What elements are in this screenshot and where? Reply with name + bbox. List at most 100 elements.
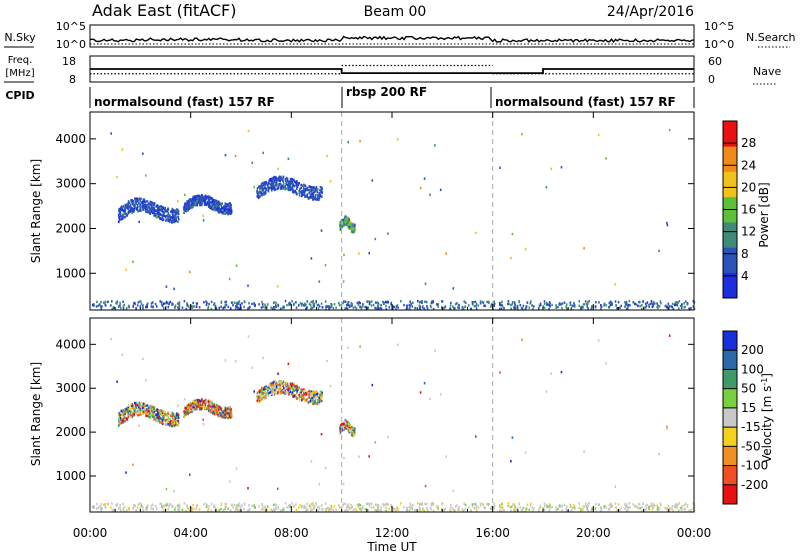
velocity-echo (160, 503, 163, 506)
power-echo (279, 176, 282, 179)
power-echo (187, 208, 189, 211)
velocity-echo (346, 509, 349, 513)
power-echo (430, 301, 433, 305)
power-echo (124, 207, 126, 210)
power-echo (277, 177, 279, 180)
velocity-echo (186, 410, 189, 413)
power-echo (343, 222, 345, 225)
velocity-echo (225, 410, 228, 413)
power-echo (571, 304, 574, 307)
velocity-echo (151, 411, 154, 415)
velocity-echo (119, 417, 122, 420)
power-echo (238, 300, 241, 303)
velocity-echo (160, 412, 162, 415)
velocity-echo (624, 503, 626, 506)
power-echo (260, 306, 263, 309)
power-echo (473, 305, 476, 308)
velocity-echo (211, 403, 214, 406)
power-echo (423, 177, 426, 180)
power-echo (266, 303, 269, 306)
power-echo (127, 200, 130, 203)
velocity-echo (300, 506, 303, 509)
velocity-echo (197, 403, 200, 406)
power-echo (138, 202, 140, 205)
power-echo (434, 144, 436, 147)
velocity-echo (419, 391, 422, 394)
velocity-echo (104, 505, 106, 508)
power-echo (561, 302, 564, 305)
velocity-echo (168, 418, 171, 422)
velocity-echo (165, 413, 168, 416)
velocity-echo (220, 507, 222, 511)
power-echo (177, 306, 179, 309)
nave-tick-top: 60 (708, 55, 722, 68)
power-echo (377, 307, 380, 310)
velocity-echo (650, 502, 653, 505)
power-echo (138, 220, 140, 224)
power-echo (211, 205, 213, 209)
velocity-echo (157, 412, 160, 416)
velocity-echo (268, 391, 271, 394)
power-echo (548, 307, 550, 311)
velocity-echo (666, 507, 668, 511)
power-echo (260, 191, 262, 194)
power-echo (208, 203, 211, 206)
power-echo (221, 202, 223, 205)
power-echo (320, 229, 323, 232)
power-echo (406, 304, 408, 307)
velocity-echo (234, 360, 237, 363)
velocity-echo (539, 504, 542, 508)
velocity-echo (257, 401, 260, 404)
power-echo (151, 211, 154, 215)
power-cbar-swatch (723, 272, 737, 299)
velocity-echo (277, 382, 279, 385)
power-echo (243, 300, 246, 303)
velocity-echo (481, 502, 484, 506)
velocity-echo (344, 509, 346, 512)
power-echo (234, 307, 237, 311)
velocity-echo (315, 503, 317, 506)
power-echo (280, 184, 283, 188)
velocity-echo (449, 509, 451, 512)
velocity-echo (582, 505, 585, 508)
velocity-echo (268, 384, 270, 387)
velocity-echo (444, 507, 447, 510)
velocity-echo (156, 419, 158, 423)
velocity-cbar-swatch (723, 350, 737, 370)
velocity-cbar-swatch (723, 407, 737, 428)
power-echo (127, 305, 130, 308)
velocity-echo (345, 424, 347, 428)
velocity-echo (306, 391, 308, 394)
velocity-echo (146, 407, 149, 411)
velocity-echo (149, 414, 151, 417)
velocity-echo (303, 388, 305, 391)
power-echo (309, 195, 312, 199)
power-echo (597, 133, 600, 137)
velocity-echo (253, 504, 255, 507)
power-echo (152, 305, 154, 309)
power-echo (543, 306, 546, 309)
power-echo (555, 304, 557, 307)
velocity-echo (265, 385, 268, 388)
velocity-echo (131, 411, 133, 414)
velocity-echo (277, 381, 280, 384)
power-echo (627, 303, 630, 307)
power-echo (549, 302, 551, 305)
power-echo (350, 224, 352, 227)
power-echo (303, 188, 305, 192)
power-echo (123, 303, 125, 307)
power-echo (339, 225, 341, 228)
power-echo (303, 302, 306, 305)
power-echo (302, 190, 305, 194)
power-echo (369, 300, 371, 304)
velocity-echo (519, 506, 522, 509)
velocity-echo (222, 509, 225, 512)
velocity-echo (274, 385, 277, 389)
velocity-echo (161, 419, 164, 422)
power-echo (344, 307, 346, 310)
power-echo (264, 186, 266, 189)
velocity-echo (295, 396, 297, 399)
velocity-echo (298, 398, 301, 401)
cpid-row: CPID normalsound (fast) 157 RF rbsp 200 … (5, 85, 695, 109)
velocity-echo (420, 502, 422, 505)
